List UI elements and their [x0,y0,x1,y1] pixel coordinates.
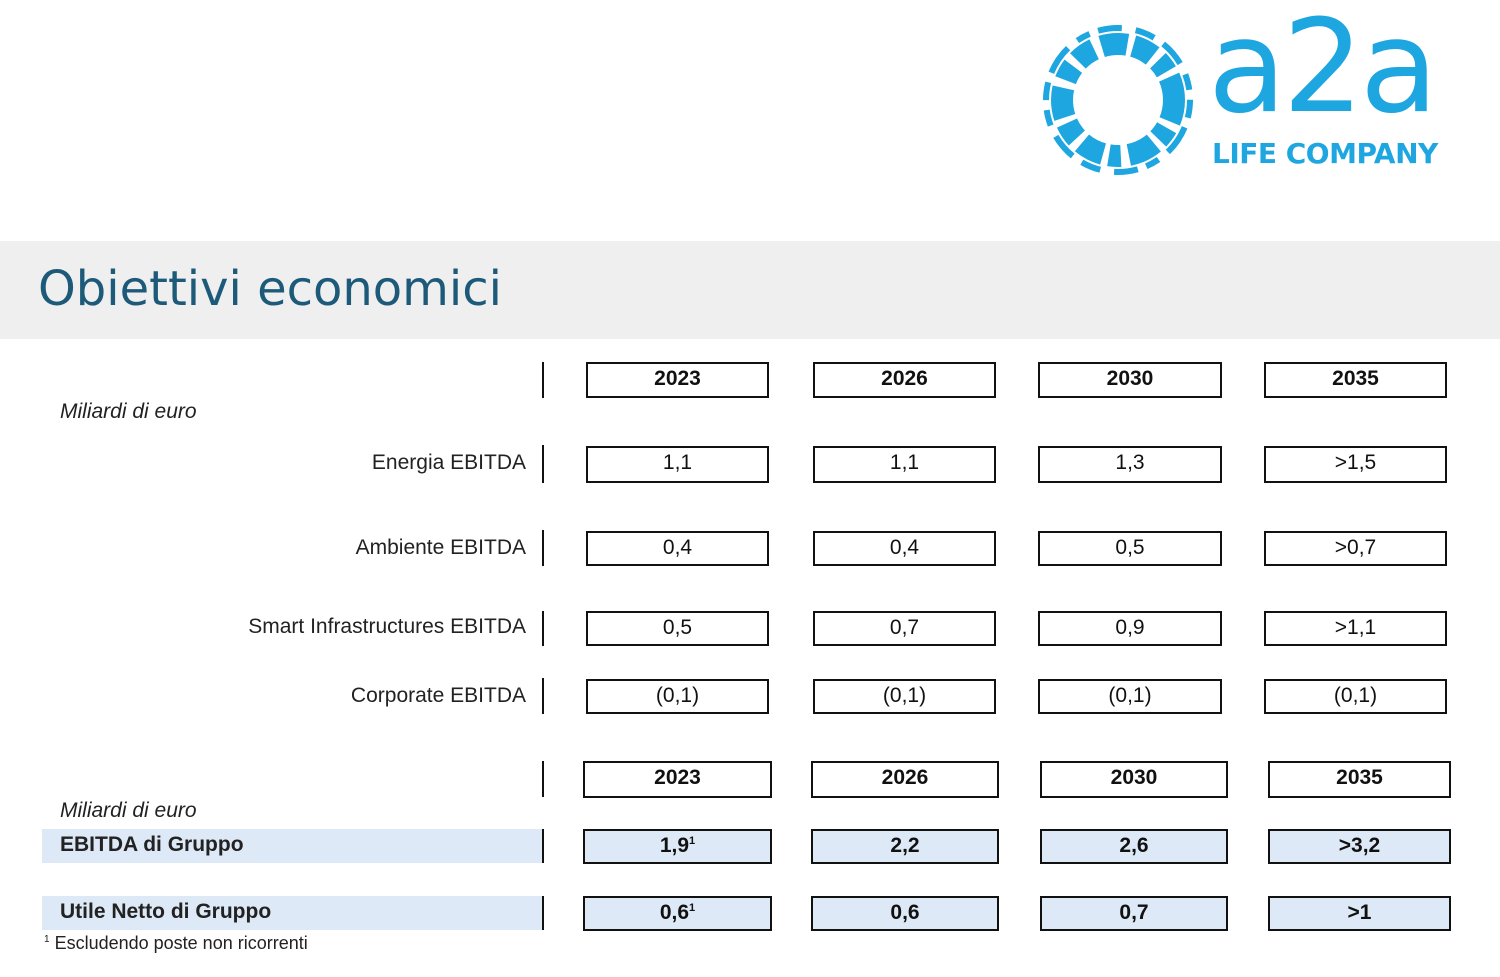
logo-tagline: LIFE COMPANY [1212,137,1438,170]
value-cell: (0,1) [813,679,996,714]
year-header-2035: 2035 [1264,362,1447,398]
row-highlight [42,896,542,930]
value-cell: 0,7 [1040,896,1228,931]
page-title: Obiettivi economici [38,261,502,317]
year-header-2023: 2023 [586,362,769,398]
column-separator [542,362,544,398]
value-cell: >3,2 [1268,829,1451,864]
row-label-ebitda-gruppo: EBITDA di Gruppo [60,833,244,856]
value-cell: 0,4 [586,531,769,566]
row-label-ambiente: Ambiente EBITDA [355,536,526,559]
value-cell: (0,1) [1038,679,1222,714]
row-label-utile-netto: Utile Netto di Gruppo [60,900,272,923]
value-cell: 0,5 [586,611,769,646]
column-separator [542,611,544,646]
title-band: Obiettivi economici [0,241,1500,339]
value-cell: 0,5 [1038,531,1222,566]
unit-label: Miliardi di euro [60,799,197,822]
value-cell: 0,7 [813,611,996,646]
value-cell: 2,2 [811,829,999,864]
value-cell: (0,1) [1264,679,1447,714]
column-separator [542,530,544,566]
column-separator [542,678,544,714]
value-cell: 1,3 [1038,446,1222,483]
column-separator [542,829,544,863]
value-cell: >1,5 [1264,446,1447,483]
value-cell: >1 [1268,896,1451,931]
value-cell: 0,9 [1038,611,1222,646]
row-label-corporate: Corporate EBITDA [350,684,526,707]
value-cell: 1,1 [586,446,769,483]
logo-wordmark: a2a [1208,0,1438,142]
column-separator [542,761,544,797]
value-cell: 1,1 [813,446,996,483]
column-separator [542,896,544,930]
value-cell: 0,4 [813,531,996,566]
value-cell: 1,91 [583,829,772,864]
group-year-header-2035: 2035 [1268,761,1451,798]
value-cell: >1,1 [1264,611,1447,646]
row-highlight [42,829,542,863]
year-header-2026: 2026 [813,362,996,398]
group-year-header-2026: 2026 [811,761,999,798]
column-separator [542,445,544,483]
unit-label: Miliardi di euro [60,400,197,423]
value-cell: 0,6 [811,896,999,931]
group-year-header-2023: 2023 [583,761,772,798]
footnote: 1 Escludendo poste non ricorrenti [44,933,308,953]
year-header-2030: 2030 [1038,362,1222,398]
value-cell: >0,7 [1264,531,1447,566]
logo-ring-icon [1043,25,1193,175]
a2a-logo: a2a LIFE COMPANY [1040,4,1470,182]
group-year-header-2030: 2030 [1040,761,1228,798]
row-label-energia: Energia EBITDA [371,451,526,474]
value-cell: (0,1) [586,679,769,714]
value-cell: 0,61 [583,896,772,931]
value-cell: 2,6 [1040,829,1228,864]
row-label-smart-infrastructures: Smart Infrastructures EBITDA [248,615,526,638]
